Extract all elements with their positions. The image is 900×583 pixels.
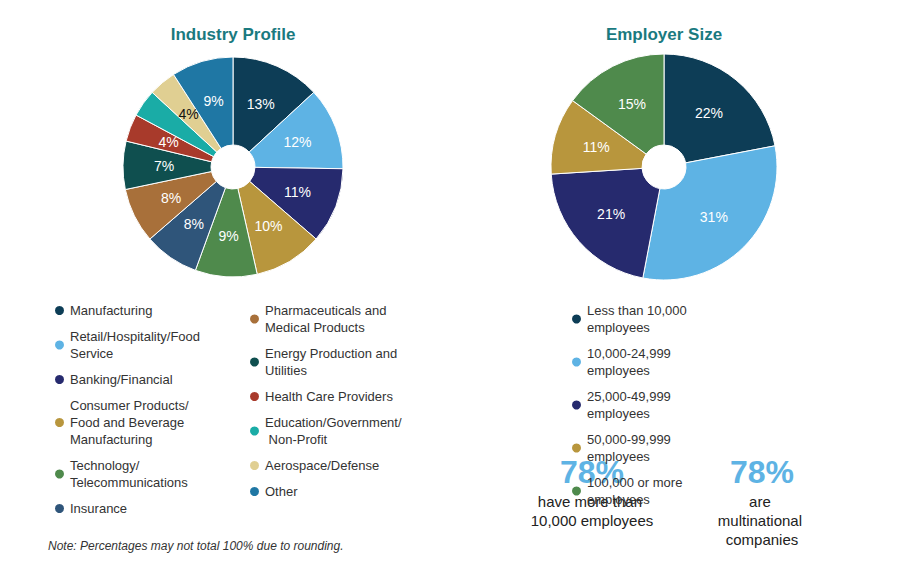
svg-text:8%: 8%: [161, 190, 181, 206]
svg-text:Pharmaceuticals and: Pharmaceuticals and: [265, 303, 390, 318]
svg-text:companies: companies: [726, 531, 799, 548]
svg-text:31%: 31%: [700, 209, 728, 225]
svg-text:12%: 12%: [283, 134, 311, 150]
svg-text:Food and Beverage: Food and Beverage: [70, 415, 188, 430]
svg-text:50,000-99,999: 50,000-99,999: [587, 432, 674, 447]
svg-text:Note: Percentages may not tota: Note: Percentages may not total 100% due…: [48, 539, 344, 553]
svg-text:8%: 8%: [184, 216, 204, 232]
svg-text:78%: 78%: [730, 454, 794, 490]
svg-text:25,000-49,999: 25,000-49,999: [587, 389, 674, 404]
svg-text:Less than 10,000: Less than 10,000: [587, 303, 690, 318]
svg-text:Health Care Providers: Health Care Providers: [265, 389, 393, 404]
svg-text:4%: 4%: [158, 134, 178, 150]
svg-text:employees: employees: [587, 449, 650, 464]
svg-text:11%: 11%: [284, 184, 311, 200]
svg-text:10,000 employees: 10,000 employees: [531, 512, 654, 529]
svg-text:10%: 10%: [254, 218, 282, 234]
svg-text:13%: 13%: [247, 96, 275, 112]
svg-text:21%: 21%: [597, 206, 625, 222]
svg-text:employees: employees: [587, 363, 650, 378]
svg-text:22%: 22%: [695, 105, 723, 121]
svg-text:Other: Other: [265, 484, 298, 499]
svg-text:Retail/Hospitality/Food: Retail/Hospitality/Food: [70, 329, 204, 344]
svg-text:employees: employees: [587, 320, 650, 335]
svg-text:Banking/Financial: Banking/Financial: [70, 372, 173, 387]
svg-text:Education/Government/: Education/Government/: [265, 415, 402, 430]
svg-text:Insurance: Insurance: [70, 501, 127, 516]
svg-text:Technology/: Technology/: [70, 458, 143, 473]
svg-text:Aerospace/Defense: Aerospace/Defense: [265, 458, 379, 473]
svg-text:10,000-24,999: 10,000-24,999: [587, 346, 674, 361]
svg-text:Employer Size: Employer Size: [606, 25, 722, 44]
svg-text:Manufacturing: Manufacturing: [70, 432, 152, 447]
svg-text:employees: employees: [587, 406, 650, 421]
svg-text:15%: 15%: [618, 96, 646, 112]
svg-text:Telecommunications: Telecommunications: [70, 475, 188, 490]
svg-text:Manufacturing: Manufacturing: [70, 303, 152, 318]
svg-text:Medical Products: Medical Products: [265, 320, 365, 335]
svg-text:11%: 11%: [583, 139, 610, 155]
svg-text:Industry Profile: Industry Profile: [171, 25, 296, 44]
svg-text:Consumer Products/: Consumer Products/: [70, 398, 192, 413]
svg-text:are: are: [749, 493, 775, 510]
svg-text:9%: 9%: [219, 228, 239, 244]
svg-text:100,000 or more: 100,000 or more: [587, 475, 686, 490]
svg-text:4%: 4%: [179, 106, 199, 122]
svg-text:7%: 7%: [154, 158, 174, 174]
svg-text:employees: employees: [587, 492, 650, 507]
svg-text:Service: Service: [70, 346, 113, 361]
svg-text:9%: 9%: [203, 93, 223, 109]
svg-text:Non-Profit: Non-Profit: [265, 432, 328, 447]
svg-text:Energy Production and: Energy Production and: [265, 346, 401, 361]
svg-text:multinational: multinational: [718, 512, 806, 529]
svg-text:Utilities: Utilities: [265, 363, 307, 378]
